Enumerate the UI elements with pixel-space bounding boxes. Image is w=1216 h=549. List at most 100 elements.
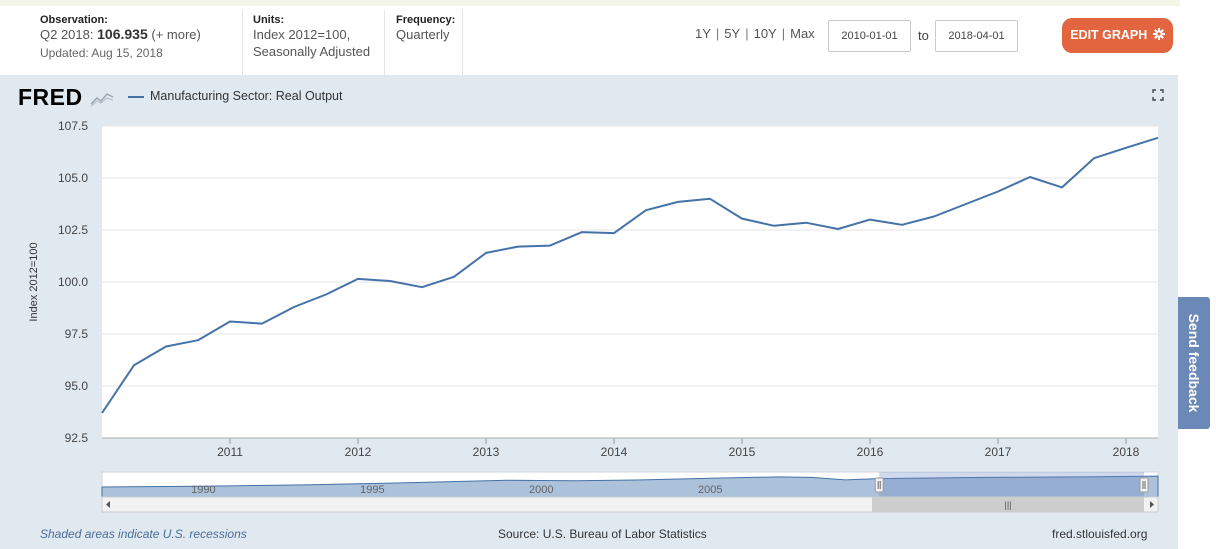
updated-date: Updated: Aug 15, 2018 — [40, 46, 163, 60]
data-point[interactable] — [260, 321, 265, 326]
observation-period: Q2 2018: — [40, 27, 94, 42]
x-tick-label: 2016 — [857, 445, 884, 459]
data-point[interactable] — [836, 226, 841, 231]
data-point[interactable] — [900, 222, 905, 227]
observation-label: Observation: — [40, 14, 108, 26]
data-point[interactable] — [772, 223, 777, 228]
data-point[interactable] — [740, 216, 745, 221]
frequency-block: Frequency: Quarterly — [396, 14, 455, 43]
scrollbar-grip-icon: ||| — [1004, 500, 1011, 510]
navigator-label: 2005 — [698, 484, 722, 496]
data-point[interactable] — [1028, 174, 1033, 179]
y-tick-label: 102.5 — [58, 223, 88, 237]
navigator-label: 1995 — [360, 484, 384, 496]
data-point[interactable] — [1156, 135, 1161, 140]
data-point[interactable] — [164, 344, 169, 349]
data-point[interactable] — [612, 231, 617, 236]
range-selector: 1Y | 5Y | 10Y | Max — [695, 26, 815, 41]
y-tick-label: 107.5 — [58, 119, 88, 133]
range-5y[interactable]: 5Y — [724, 26, 741, 41]
scroll-left-icon[interactable] — [106, 501, 110, 508]
data-point[interactable] — [452, 274, 457, 279]
send-feedback-label: Send feedback — [1186, 313, 1202, 413]
navigator-scrollbar-thumb[interactable] — [872, 497, 1144, 512]
data-point[interactable] — [1124, 145, 1129, 150]
navigator-handle-left[interactable] — [874, 477, 884, 493]
observation-value: 106.935 — [97, 26, 148, 42]
data-point[interactable] — [548, 243, 553, 248]
gear-icon — [1152, 28, 1165, 40]
start-date-input[interactable] — [828, 20, 911, 52]
frequency-label: Frequency: — [396, 14, 456, 26]
x-tick-label: 2018 — [1113, 445, 1140, 459]
y-tick-label: 97.5 — [65, 327, 89, 341]
data-point[interactable] — [132, 363, 137, 368]
navigator-selection[interactable] — [879, 472, 1144, 497]
series-line[interactable] — [101, 136, 1159, 414]
frequency-value: Quarterly — [396, 27, 450, 42]
fred-logo-chart-icon — [89, 93, 113, 107]
data-point[interactable] — [388, 278, 393, 283]
y-axis-label: Index 2012=100 — [28, 242, 40, 321]
end-date-input[interactable] — [935, 20, 1018, 52]
scroll-right-icon[interactable] — [1150, 501, 1154, 508]
data-point[interactable] — [100, 411, 105, 416]
data-point[interactable] — [228, 319, 233, 324]
y-tick-label: 105.0 — [58, 171, 88, 185]
send-feedback-button[interactable]: Send feedback — [1178, 297, 1210, 429]
data-point[interactable] — [708, 196, 713, 201]
x-tick-label: 2013 — [473, 445, 500, 459]
data-point[interactable] — [292, 304, 297, 309]
edit-graph-button[interactable]: EDIT GRAPH — [1062, 18, 1173, 53]
data-point[interactable] — [868, 217, 873, 222]
observation-block: Observation: Q2 2018: 106.935 (+ more) U… — [40, 14, 201, 60]
data-point[interactable] — [420, 285, 425, 290]
x-tick-label: 2017 — [985, 445, 1012, 459]
units-label: Units: — [253, 14, 285, 26]
x-tick-label: 2015 — [729, 445, 756, 459]
header-divider — [242, 10, 243, 76]
x-tick-label: 2014 — [601, 445, 628, 459]
data-point[interactable] — [932, 214, 937, 219]
expand-icon[interactable] — [1152, 89, 1164, 101]
y-tick-label: 92.5 — [65, 431, 89, 445]
data-point[interactable] — [196, 338, 201, 343]
x-tick-label: 2012 — [345, 445, 372, 459]
edit-graph-label: EDIT GRAPH — [1070, 28, 1148, 42]
source-note: Source: U.S. Bureau of Labor Statistics — [498, 527, 707, 541]
data-point[interactable] — [484, 250, 489, 255]
data-point[interactable] — [356, 276, 361, 281]
units-block: Units: Index 2012=100, Seasonally Adjust… — [253, 14, 370, 60]
header-divider — [462, 10, 463, 76]
data-point[interactable] — [804, 220, 809, 225]
data-point[interactable] — [644, 208, 649, 213]
header-divider — [384, 10, 385, 76]
units-line2: Seasonally Adjusted — [253, 44, 371, 59]
navigator-label: 1990 — [191, 484, 215, 496]
top-strip — [0, 0, 1180, 6]
data-point[interactable] — [996, 189, 1001, 194]
observation-more-link[interactable]: (+ more) — [151, 27, 201, 42]
fred-logo[interactable]: FRED — [18, 84, 114, 111]
date-to-label: to — [918, 28, 929, 43]
data-point[interactable] — [580, 230, 585, 235]
data-point[interactable] — [324, 292, 329, 297]
recession-note: Shaded areas indicate U.S. recessions — [40, 527, 247, 541]
site-link[interactable]: fred.stlouisfed.org — [1052, 527, 1148, 541]
legend-label[interactable]: Manufacturing Sector: Real Output — [150, 89, 343, 103]
y-tick-label: 95.0 — [65, 379, 89, 393]
range-10y[interactable]: 10Y — [753, 26, 777, 41]
legend-swatch — [128, 96, 144, 98]
fred-logo-text: FRED — [18, 84, 83, 110]
data-point[interactable] — [1092, 156, 1097, 161]
data-point[interactable] — [676, 199, 681, 204]
navigator-handle-right[interactable] — [1139, 477, 1149, 493]
range-1y[interactable]: 1Y — [695, 26, 711, 41]
units-line1: Index 2012=100, — [253, 27, 351, 42]
data-point[interactable] — [516, 244, 521, 249]
x-tick-label: 2011 — [217, 445, 243, 459]
range-max[interactable]: Max — [790, 26, 815, 41]
navigator-label: 2000 — [529, 484, 553, 496]
data-point[interactable] — [964, 202, 969, 207]
data-point[interactable] — [1060, 185, 1065, 190]
